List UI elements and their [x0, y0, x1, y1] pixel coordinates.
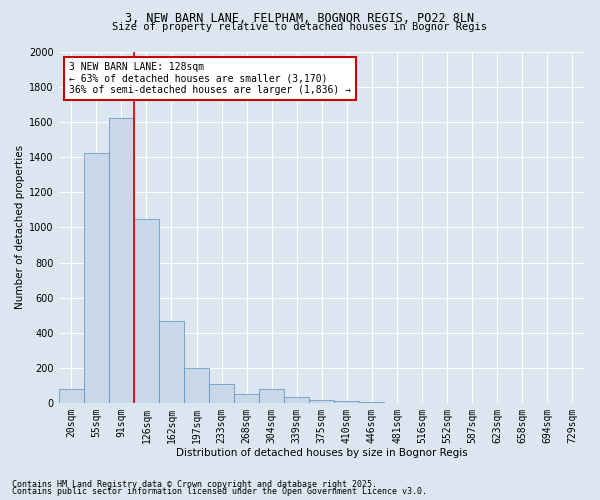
Bar — [84, 154, 109, 403]
Bar — [159, 320, 184, 403]
Text: 3 NEW BARN LANE: 128sqm
← 63% of detached houses are smaller (3,170)
36% of semi: 3 NEW BARN LANE: 128sqm ← 63% of detache… — [69, 62, 351, 96]
Bar — [334, 402, 359, 403]
Bar — [59, 389, 84, 403]
Bar — [109, 118, 134, 403]
Bar — [184, 368, 209, 403]
Bar — [359, 402, 385, 403]
Bar — [134, 218, 159, 403]
Bar — [284, 397, 309, 403]
Y-axis label: Number of detached properties: Number of detached properties — [15, 146, 25, 310]
Bar — [309, 400, 334, 403]
Bar — [234, 394, 259, 403]
Text: Contains HM Land Registry data © Crown copyright and database right 2025.: Contains HM Land Registry data © Crown c… — [12, 480, 377, 489]
Text: 3, NEW BARN LANE, FELPHAM, BOGNOR REGIS, PO22 8LN: 3, NEW BARN LANE, FELPHAM, BOGNOR REGIS,… — [125, 12, 475, 26]
Text: Contains public sector information licensed under the Open Government Licence v3: Contains public sector information licen… — [12, 487, 427, 496]
Bar — [259, 389, 284, 403]
Text: Size of property relative to detached houses in Bognor Regis: Size of property relative to detached ho… — [113, 22, 487, 32]
Bar — [209, 384, 234, 403]
X-axis label: Distribution of detached houses by size in Bognor Regis: Distribution of detached houses by size … — [176, 448, 468, 458]
